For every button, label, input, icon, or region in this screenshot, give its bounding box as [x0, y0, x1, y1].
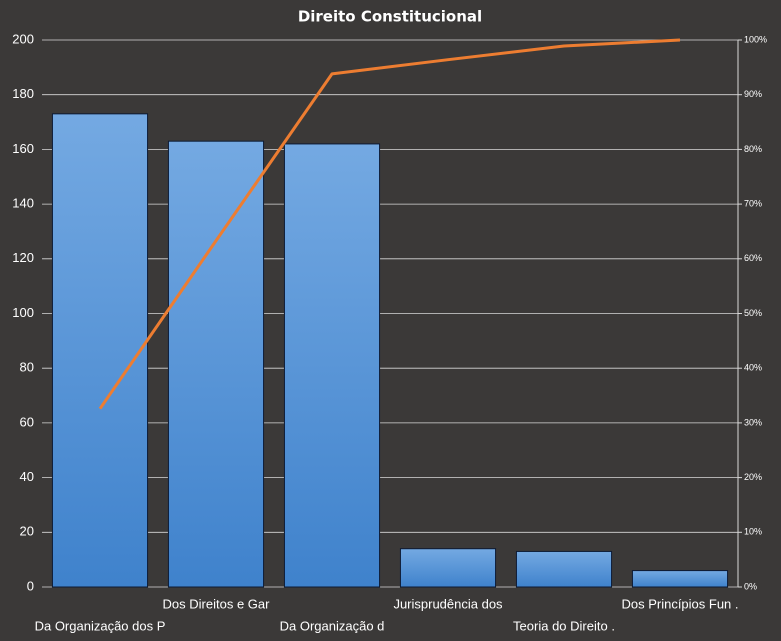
y-tick-label: 140	[12, 196, 34, 211]
bar	[631, 570, 729, 588]
y-tick-label: 120	[12, 250, 34, 265]
y-tick-label: 160	[12, 141, 34, 156]
y-tick-label: 80	[20, 360, 34, 375]
y2-tick-label: 90%	[744, 89, 762, 99]
bar	[515, 550, 613, 588]
y2-tick-label: 60%	[744, 253, 762, 263]
y-tick-label: 100	[12, 305, 34, 320]
y2-tick-label: 80%	[744, 144, 762, 154]
x-tick-label: Da Organização d	[280, 618, 385, 633]
y2-tick-label: 10%	[744, 527, 762, 537]
bar	[399, 548, 497, 588]
bar	[167, 140, 265, 588]
y2-tick-label: 0%	[744, 581, 757, 591]
bar	[283, 143, 381, 588]
x-tick-label: Jurisprudência dos	[393, 596, 503, 611]
y2-tick-label: 50%	[744, 308, 762, 318]
x-tick-label: Dos Princípios Fun .	[621, 596, 738, 611]
x-tick-label: Da Organização dos P	[35, 618, 166, 633]
y-tick-label: 20	[20, 524, 34, 539]
y-tick-label: 200	[12, 31, 34, 46]
y-tick-label: 180	[12, 86, 34, 101]
y2-tick-label: 70%	[744, 198, 762, 208]
y2-tick-label: 100%	[744, 34, 767, 44]
chart-title: Direito Constitucional	[298, 8, 482, 26]
y2-tick-label: 20%	[744, 472, 762, 482]
y2-tick-label: 30%	[744, 417, 762, 427]
cumulative-line	[98, 38, 681, 410]
y-tick-label: 0	[27, 578, 34, 593]
y-tick-label: 40	[20, 469, 34, 484]
x-tick-label: Dos Direitos e Gar	[163, 596, 271, 611]
bar	[51, 113, 149, 588]
y2-tick-label: 40%	[744, 363, 762, 373]
y-tick-label: 60	[20, 414, 34, 429]
x-tick-label: Teoria do Direito .	[513, 618, 615, 633]
